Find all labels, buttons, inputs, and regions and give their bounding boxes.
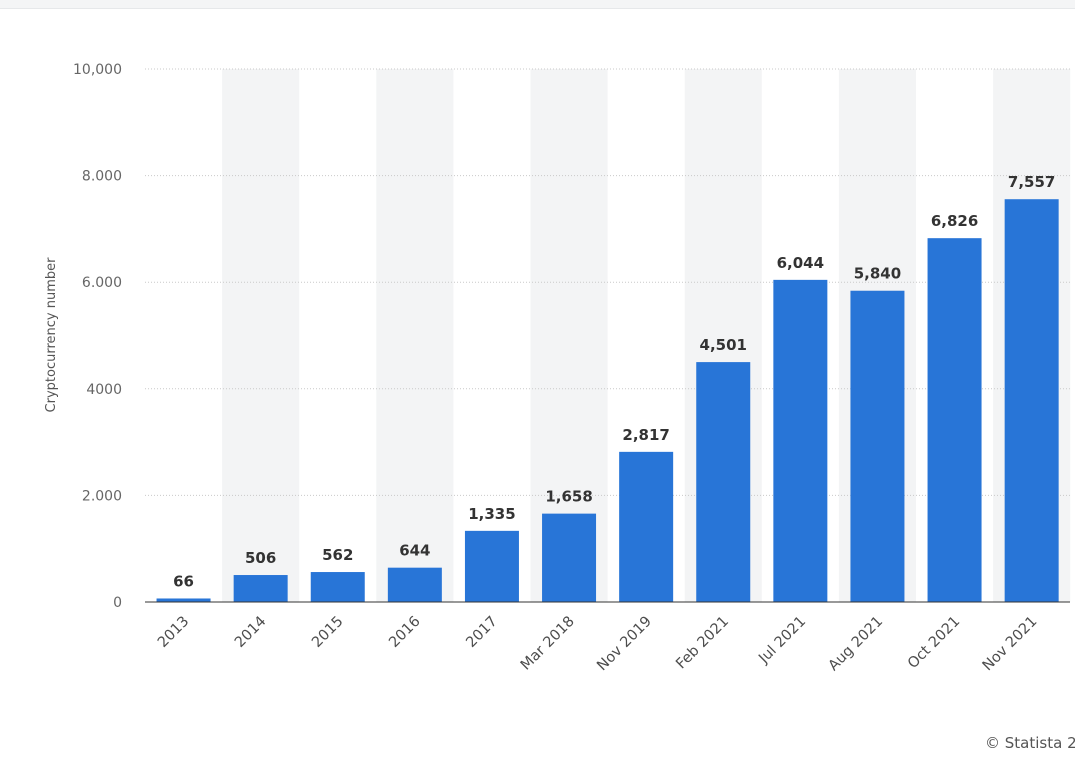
value-label: 5,840 xyxy=(854,265,901,283)
value-label: 6,826 xyxy=(931,212,978,230)
x-tick-label: 2016 xyxy=(386,614,423,651)
value-label: 1,335 xyxy=(468,505,515,523)
value-label: 6,044 xyxy=(777,254,824,272)
bar xyxy=(233,575,288,602)
value-label: 4,501 xyxy=(700,336,747,354)
x-axis-labels: 2013 2014 2015 2016 2017 Mar 2018 Nov 2019 Feb … xyxy=(155,614,1041,675)
bar xyxy=(542,513,597,602)
x-tick-label: Feb 2021 xyxy=(673,614,732,673)
y-tick-label: 6.000 xyxy=(82,275,122,291)
x-tick-label: 2017 xyxy=(463,614,500,651)
x-tick-label: 2014 xyxy=(232,614,269,651)
y-axis-ticks: 0 2.000 4000 6.000 8.000 10,000 xyxy=(73,62,122,611)
column-shade xyxy=(376,69,454,602)
top-strip xyxy=(0,0,1075,9)
bar xyxy=(619,451,674,602)
value-label: 1,658 xyxy=(545,488,592,506)
column-shade xyxy=(530,69,608,602)
y-tick-label: 4000 xyxy=(86,382,122,398)
bar xyxy=(310,572,365,602)
bars xyxy=(156,199,1059,602)
y-axis-title: Cryptocurrency number xyxy=(44,257,59,413)
column-shade xyxy=(222,69,300,602)
bar xyxy=(1004,199,1059,602)
y-tick-label: 8.000 xyxy=(82,169,122,185)
bar xyxy=(850,290,905,602)
bar xyxy=(464,530,519,602)
x-tick-label: Nov 2019 xyxy=(594,614,655,675)
x-tick-label: Aug 2021 xyxy=(826,614,887,675)
gridlines xyxy=(145,68,1070,496)
value-label: 7,557 xyxy=(1008,173,1055,191)
x-tick-label: Oct 2021 xyxy=(905,614,963,672)
bar xyxy=(156,598,211,602)
y-tick-label: 0 xyxy=(113,595,122,611)
x-tick-label: Nov 2021 xyxy=(980,614,1041,675)
bar xyxy=(773,279,828,602)
statista-credit: © Statista 2021 xyxy=(985,734,1075,752)
x-tick-label: Mar 2018 xyxy=(518,614,578,674)
value-label: 562 xyxy=(322,546,353,564)
x-tick-label: 2013 xyxy=(155,614,192,651)
bar xyxy=(927,238,982,602)
x-tick-label: 2015 xyxy=(309,614,346,651)
bar xyxy=(696,362,751,602)
value-label: 2,817 xyxy=(622,426,669,444)
y-tick-label: 10,000 xyxy=(73,62,122,78)
x-tick-label: Jul 2021 xyxy=(755,614,809,668)
y-tick-label: 2.000 xyxy=(82,488,122,504)
value-labels: 66 506 562 644 1,335 1,658 2,817 4,501 6,044 5,84… xyxy=(173,173,1055,590)
value-label: 66 xyxy=(173,572,194,590)
bar xyxy=(387,567,442,602)
value-label: 506 xyxy=(245,549,276,567)
value-label: 644 xyxy=(399,542,430,560)
